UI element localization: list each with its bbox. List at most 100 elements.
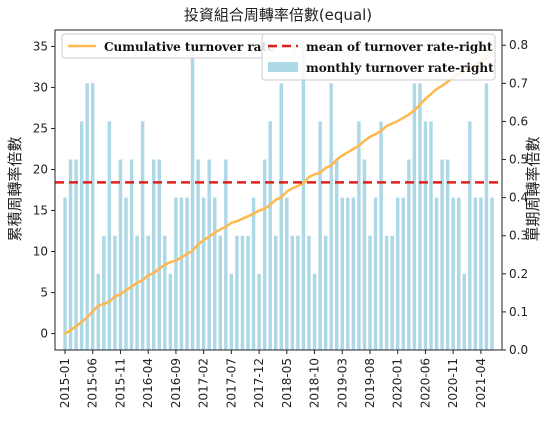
bar: [74, 160, 77, 350]
bar: [196, 160, 199, 350]
x-tick-label: 2015-06: [86, 358, 100, 408]
left-tick-label: 30: [33, 80, 48, 94]
bar: [202, 198, 205, 350]
bar: [335, 160, 338, 350]
x-tick-label: 2016-04: [141, 358, 155, 408]
legend-label-monthly: monthly turnover rate-right: [306, 61, 494, 75]
x-tick-label: 2018-05: [280, 358, 294, 408]
x-tick-label: 2019-08: [363, 358, 377, 408]
bar: [418, 83, 421, 350]
bar: [440, 160, 443, 350]
bar: [474, 198, 477, 350]
bar: [108, 121, 111, 350]
left-tick-label: 10: [33, 245, 48, 259]
bar: [135, 236, 138, 350]
bar: [180, 198, 183, 350]
chart-title: 投資組合周轉率倍數(equal): [184, 6, 372, 24]
bar: [302, 45, 305, 350]
bar: [407, 160, 410, 350]
bar: [113, 236, 116, 350]
bar: [385, 236, 388, 350]
right-tick-label: 0.8: [509, 38, 528, 52]
bar: [313, 274, 316, 350]
bar: [124, 198, 127, 350]
bar: [291, 236, 294, 350]
bar: [451, 198, 454, 350]
bar: [146, 236, 149, 350]
bar: [346, 198, 349, 350]
bar: [379, 121, 382, 350]
bar: [97, 274, 100, 350]
bar: [257, 274, 260, 350]
bar: [235, 236, 238, 350]
left-tick-label: 0: [40, 327, 48, 341]
bar: [85, 83, 88, 350]
bar: [424, 121, 427, 350]
bar: [446, 160, 449, 350]
bar: [130, 160, 133, 350]
bar: [368, 236, 371, 350]
bar: [429, 121, 432, 350]
bar: [185, 198, 188, 350]
bar: [252, 198, 255, 350]
bar: [274, 236, 277, 350]
x-tick-label: 2017-02: [197, 358, 211, 408]
bar: [174, 198, 177, 350]
x-tick-label: 2018-10: [308, 358, 322, 408]
bar: [213, 198, 216, 350]
bar: [241, 236, 244, 350]
right-tick-label: 0.0: [509, 343, 528, 357]
bar: [396, 198, 399, 350]
x-tick-label: 2017-07: [224, 358, 238, 408]
x-tick-label: 2021-04: [474, 358, 488, 408]
bar: [224, 160, 227, 350]
bar: [363, 160, 366, 350]
bar: [191, 45, 194, 350]
bar: [80, 121, 83, 350]
right-tick-label: 0.1: [509, 305, 528, 319]
left-tick-label: 35: [33, 39, 48, 53]
left-tick-label: 20: [33, 162, 48, 176]
bar: [468, 121, 471, 350]
bar: [463, 274, 466, 350]
bar: [329, 83, 332, 350]
left-tick-label: 15: [33, 204, 48, 218]
bar: [69, 160, 72, 350]
x-tick-label: 2017-12: [252, 358, 266, 408]
left-tick-label: 5: [40, 286, 48, 300]
bar: [352, 198, 355, 350]
right-tick-label: 0.7: [509, 76, 528, 90]
bar: [402, 198, 405, 350]
bar: [490, 198, 493, 350]
legend-label-cumulative: Cumulative turnover rate: [104, 40, 275, 54]
bar: [263, 160, 266, 350]
bar: [341, 198, 344, 350]
left-axis-label: 累積周轉率倍數: [6, 136, 24, 241]
x-tick-label: 2020-11: [446, 358, 460, 408]
x-tick-label: 2015-11: [113, 358, 127, 408]
x-tick-label: 2016-09: [169, 358, 183, 408]
x-tick-label: 2020-01: [391, 358, 405, 408]
bar: [285, 198, 288, 350]
bar: [141, 121, 144, 350]
bar: [246, 236, 249, 350]
x-tick-label: 2020-06: [418, 358, 432, 408]
bar: [230, 274, 233, 350]
legend-bar-swatch: [268, 62, 298, 72]
right-tick-label: 0.2: [509, 267, 528, 281]
bar: [307, 236, 310, 350]
legend-label-mean: mean of turnover rate-right: [306, 40, 493, 54]
x-tick-label: 2019-03: [335, 358, 349, 408]
bar: [63, 198, 66, 350]
bar: [357, 121, 360, 350]
bar: [374, 198, 377, 350]
bar: [207, 160, 210, 350]
bar: [119, 160, 122, 350]
bar: [296, 236, 299, 350]
bar: [152, 160, 155, 350]
bar: [268, 121, 271, 350]
bar: [485, 83, 488, 350]
bar: [318, 121, 321, 350]
bar: [219, 236, 222, 350]
